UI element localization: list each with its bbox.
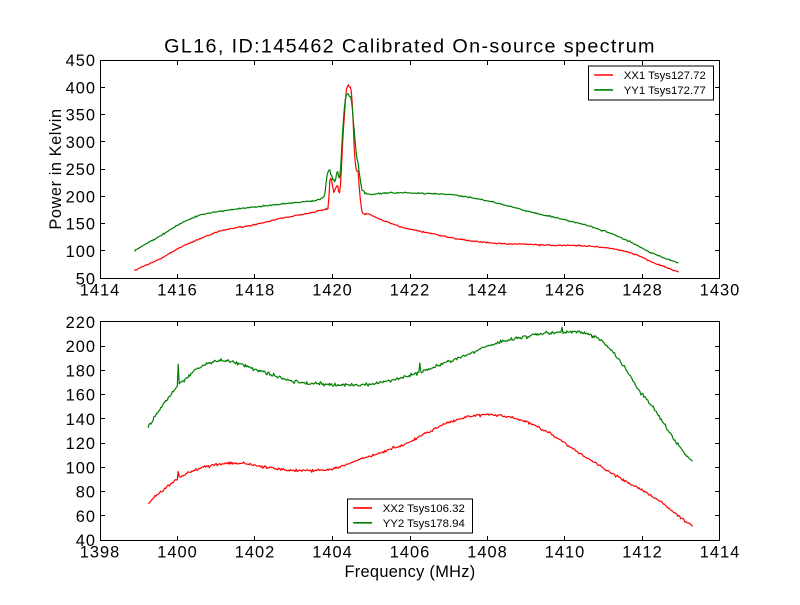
svg-text:1428: 1428 xyxy=(622,282,662,300)
svg-text:50: 50 xyxy=(76,270,96,288)
svg-text:XX2 Tsys106.32: XX2 Tsys106.32 xyxy=(383,503,465,515)
svg-text:1410: 1410 xyxy=(545,544,585,562)
svg-text:140: 140 xyxy=(66,411,96,429)
svg-text:160: 160 xyxy=(66,387,96,405)
svg-text:100: 100 xyxy=(66,459,96,477)
svg-text:YY1 Tsys172.77: YY1 Tsys172.77 xyxy=(624,85,706,97)
svg-text:1420: 1420 xyxy=(312,282,352,300)
svg-text:40: 40 xyxy=(76,532,96,550)
svg-text:1402: 1402 xyxy=(235,544,275,562)
svg-text:1412: 1412 xyxy=(622,544,662,562)
svg-text:1426: 1426 xyxy=(545,282,585,300)
svg-text:350: 350 xyxy=(66,107,96,125)
svg-text:80: 80 xyxy=(76,484,96,502)
svg-text:150: 150 xyxy=(66,216,96,234)
svg-text:1416: 1416 xyxy=(157,282,197,300)
svg-text:Frequency (MHz): Frequency (MHz) xyxy=(344,563,475,581)
svg-text:100: 100 xyxy=(66,243,96,261)
svg-text:1398: 1398 xyxy=(80,544,120,562)
svg-text:1404: 1404 xyxy=(312,544,352,562)
svg-text:250: 250 xyxy=(66,161,96,179)
svg-text:60: 60 xyxy=(76,508,96,526)
svg-text:1418: 1418 xyxy=(235,282,275,300)
svg-text:1408: 1408 xyxy=(467,544,507,562)
svg-text:XX1 Tsys127.72: XX1 Tsys127.72 xyxy=(624,70,706,82)
svg-text:180: 180 xyxy=(66,362,96,380)
svg-text:1430: 1430 xyxy=(700,282,740,300)
svg-text:1422: 1422 xyxy=(390,282,430,300)
svg-text:1406: 1406 xyxy=(390,544,430,562)
svg-text:1414: 1414 xyxy=(700,544,740,562)
svg-text:Power in Kelvin: Power in Kelvin xyxy=(47,108,65,229)
svg-text:220: 220 xyxy=(66,314,96,332)
svg-text:120: 120 xyxy=(66,435,96,453)
svg-text:1414: 1414 xyxy=(80,282,120,300)
svg-text:450: 450 xyxy=(66,52,96,70)
svg-text:300: 300 xyxy=(66,134,96,152)
svg-text:1400: 1400 xyxy=(157,544,197,562)
svg-text:YY2 Tsys178.94: YY2 Tsys178.94 xyxy=(383,518,465,530)
svg-text:200: 200 xyxy=(66,188,96,206)
svg-text:400: 400 xyxy=(66,79,96,97)
svg-text:GL16, ID:145462 Calibrated On-: GL16, ID:145462 Calibrated On-source spe… xyxy=(164,35,656,57)
svg-text:200: 200 xyxy=(66,338,96,356)
svg-text:1424: 1424 xyxy=(467,282,507,300)
